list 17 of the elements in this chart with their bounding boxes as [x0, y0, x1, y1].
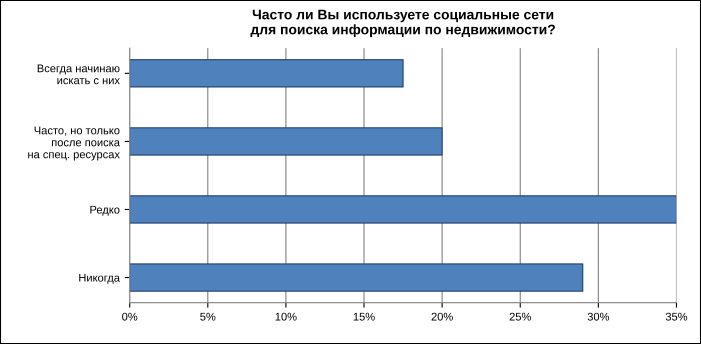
chart-title: Часто ли Вы используете социальные сети для поиска информации по недвижимости? [250, 10, 555, 38]
bar [130, 127, 443, 156]
x-tick-label: 25% [510, 312, 531, 321]
y-tick-label: Редко [90, 206, 120, 216]
y-tick-label: Никогда [79, 274, 120, 284]
bar [130, 195, 676, 224]
y-tick-label: Часто, но только после поиска на спец. ресурсах [28, 126, 120, 161]
x-tick-label: 5% [200, 312, 216, 321]
bar [130, 59, 404, 88]
x-tick-label: 0% [122, 312, 138, 321]
x-tick-label: 10% [276, 312, 297, 321]
x-tick-label: 30% [588, 312, 610, 321]
y-tick-label: Всегда начинаю искать с них [38, 64, 120, 84]
x-tick-label: 20% [432, 312, 453, 321]
bar [130, 263, 584, 292]
x-tick-label: 15% [354, 312, 375, 321]
x-tick-label: 35% [666, 312, 688, 321]
